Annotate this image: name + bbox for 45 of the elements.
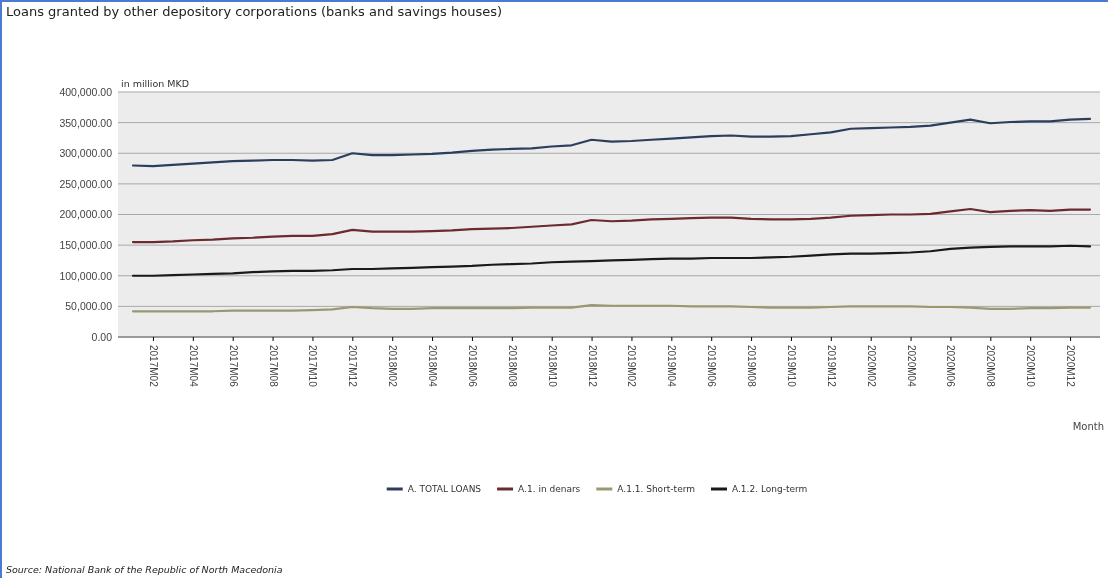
x-tick-label: 2019M08	[746, 345, 758, 388]
y-tick-label: 50,000.00	[65, 300, 113, 313]
x-tick-label: 2020M04	[905, 345, 917, 388]
x-tick-label: 2018M04	[427, 345, 439, 388]
x-tick-label: 2018M08	[506, 345, 518, 388]
x-tick-label: 2019M06	[706, 345, 718, 388]
x-tick-label: 2017M10	[307, 345, 319, 388]
x-tick-label: 2018M10	[546, 345, 558, 388]
x-tick-label: 2020M10	[1025, 345, 1037, 388]
x-tick-label: 2017M08	[267, 345, 279, 388]
x-tick-label: 2019M04	[666, 345, 678, 388]
x-tick-label: 2017M04	[187, 345, 199, 388]
x-tick-label: 2017M06	[227, 345, 239, 388]
x-tick-label: 2020M02	[865, 345, 877, 388]
legend-label: A.1.1. Short-term	[617, 484, 695, 495]
y-tick-label: 400,000.00	[59, 85, 113, 98]
line-series	[131, 207, 1092, 244]
legend-label: A.1. in denars	[518, 484, 581, 495]
x-tick-label: 2017M12	[347, 345, 359, 388]
x-tick-label: 2019M10	[785, 345, 797, 388]
x-tick-label: 2018M12	[586, 345, 598, 388]
x-tick-label: 2020M06	[945, 345, 957, 388]
y-tick-label: 350,000.00	[59, 116, 113, 129]
x-tick-label: 2017M02	[147, 345, 159, 388]
x-axis-title: Month	[1072, 421, 1104, 432]
x-tick-label: 2020M12	[1065, 345, 1077, 388]
x-tick-label: 2019M12	[825, 345, 837, 388]
x-tick-label: 2018M06	[466, 345, 478, 388]
y-tick-label: 0.00	[91, 330, 113, 343]
legend-label: A. TOTAL LOANS	[407, 484, 482, 495]
y-tick-label: 300,000.00	[59, 147, 113, 160]
y-tick-label: 200,000.00	[59, 208, 113, 221]
line-series	[131, 244, 1092, 277]
y-tick-label: 250,000.00	[59, 177, 113, 190]
x-tick-label: 2019M02	[626, 345, 638, 388]
y-tick-label: 150,000.00	[59, 238, 113, 251]
legend-label: A.1.2. Long-term	[731, 484, 808, 495]
x-tick-label: 2018M02	[387, 345, 399, 388]
y-tick-label: 100,000.00	[59, 269, 113, 282]
line-series	[131, 304, 1092, 313]
chart-title: Loans granted by other depository corporations (banks and savings houses)	[6, 4, 503, 19]
line-series	[131, 117, 1092, 168]
source-note: Source: National Bank of the Republic of North Macedonia	[6, 564, 283, 575]
y-axis-title: in million MKD	[121, 78, 190, 89]
x-tick-label: 2020M08	[985, 345, 997, 388]
